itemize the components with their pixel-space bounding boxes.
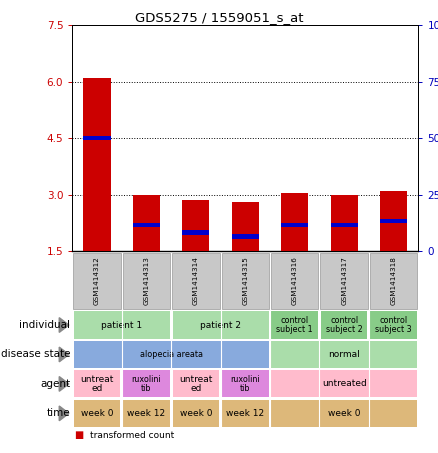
Bar <box>222 400 268 427</box>
Text: untreated: untreated <box>322 380 367 388</box>
Bar <box>321 312 367 338</box>
Bar <box>74 400 120 427</box>
Bar <box>73 253 121 309</box>
Text: ruxolini
tib: ruxolini tib <box>230 375 260 393</box>
Text: patient 2: patient 2 <box>200 321 241 329</box>
Bar <box>331 195 358 251</box>
Text: disease state: disease state <box>0 349 70 360</box>
Bar <box>74 341 268 368</box>
Bar <box>182 230 209 235</box>
Text: transformed count: transformed count <box>90 431 174 440</box>
Bar <box>173 312 268 338</box>
Text: GSM1414318: GSM1414318 <box>391 256 396 305</box>
Bar <box>172 253 219 309</box>
Bar <box>232 234 259 239</box>
Bar <box>272 341 417 368</box>
Bar <box>173 400 219 427</box>
Text: individual: individual <box>19 320 70 330</box>
Polygon shape <box>59 347 69 362</box>
Text: ruxolini
tib: ruxolini tib <box>131 375 161 393</box>
Bar <box>74 371 120 397</box>
Text: GSM1414317: GSM1414317 <box>341 256 347 305</box>
Polygon shape <box>59 406 69 421</box>
Text: week 12: week 12 <box>127 409 166 418</box>
Text: untreat
ed: untreat ed <box>179 375 212 393</box>
Text: week 0: week 0 <box>81 409 113 418</box>
Text: patient 1: patient 1 <box>101 321 142 329</box>
Text: alopecia areata: alopecia areata <box>140 350 203 359</box>
Bar <box>371 312 417 338</box>
Text: GSM1414314: GSM1414314 <box>193 256 199 305</box>
Bar <box>133 223 160 227</box>
Text: untreat
ed: untreat ed <box>80 375 114 393</box>
Bar <box>370 253 417 309</box>
Text: time: time <box>46 408 70 419</box>
Bar <box>271 253 318 309</box>
Text: GSM1414315: GSM1414315 <box>242 256 248 305</box>
Text: control
subject 1: control subject 1 <box>276 316 313 334</box>
Text: GDS5275 / 1559051_s_at: GDS5275 / 1559051_s_at <box>135 11 303 24</box>
Text: GSM1414313: GSM1414313 <box>143 256 149 305</box>
Text: GSM1414312: GSM1414312 <box>94 256 100 305</box>
Text: week 0: week 0 <box>180 409 212 418</box>
Polygon shape <box>59 318 69 333</box>
Bar <box>281 193 308 251</box>
Text: ■: ■ <box>74 430 84 440</box>
Text: control
subject 2: control subject 2 <box>326 316 363 334</box>
Text: week 0: week 0 <box>328 409 360 418</box>
Bar <box>123 371 170 397</box>
Text: agent: agent <box>40 379 70 389</box>
Bar <box>272 400 417 427</box>
Bar <box>83 78 110 251</box>
Bar <box>123 253 170 309</box>
Bar <box>74 312 170 338</box>
Text: control
subject 3: control subject 3 <box>375 316 412 334</box>
Polygon shape <box>59 376 69 391</box>
Bar <box>123 400 170 427</box>
Bar <box>222 253 269 309</box>
Text: GSM1414316: GSM1414316 <box>292 256 298 305</box>
Bar <box>232 202 259 251</box>
Bar <box>272 312 318 338</box>
Bar <box>272 371 417 397</box>
Bar <box>380 191 407 251</box>
Bar <box>133 195 160 251</box>
Bar <box>331 223 358 227</box>
Bar <box>222 371 268 397</box>
Bar <box>182 201 209 251</box>
Bar <box>83 136 110 140</box>
Bar <box>321 253 368 309</box>
Text: week 12: week 12 <box>226 409 265 418</box>
Bar <box>380 219 407 223</box>
Bar <box>281 223 308 227</box>
Bar <box>173 371 219 397</box>
Text: normal: normal <box>328 350 360 359</box>
